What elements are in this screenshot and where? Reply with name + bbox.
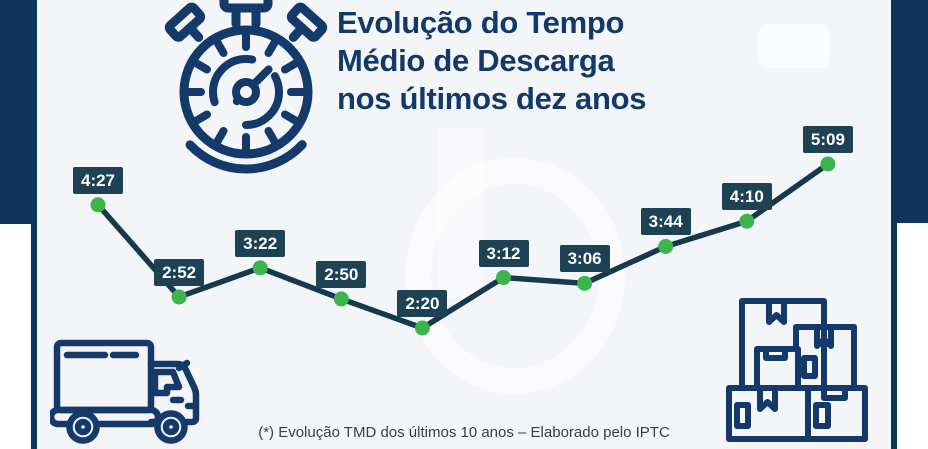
page-title-line-3: nos últimos dez anos <box>337 81 647 116</box>
data-point-marker <box>90 197 106 213</box>
watermark-patch <box>758 24 830 68</box>
data-point-label: 2:52 <box>154 258 205 286</box>
footnote: (*) Evolução TMD dos últimos 10 anos – E… <box>258 424 670 441</box>
data-point-marker <box>658 238 674 254</box>
frame-left-margin <box>0 224 31 449</box>
data-point-label: 3:22 <box>235 229 286 257</box>
chart-line <box>95 161 831 331</box>
frame-right-line <box>891 0 897 449</box>
data-point-label: 3:06 <box>559 245 610 273</box>
page-title-line-2: Médio de Descarga <box>337 43 615 78</box>
data-point-label: 3:44 <box>640 208 691 236</box>
frame-left-bar <box>0 0 31 224</box>
data-point-marker <box>496 270 511 286</box>
data-point-label: 5:09 <box>802 126 853 153</box>
data-point-label: 4:27 <box>72 166 124 194</box>
data-point-marker <box>333 291 349 307</box>
data-point-label: 3:12 <box>478 239 529 267</box>
data-point-marker <box>252 260 268 276</box>
delivery-truck-icon <box>50 339 200 444</box>
stopwatch-icon <box>164 0 328 174</box>
data-point-marker <box>739 213 755 229</box>
data-point-marker <box>171 289 187 305</box>
data-point-label: 2:50 <box>316 260 367 288</box>
data-point-marker <box>414 320 430 336</box>
data-point-label: 2:20 <box>397 290 448 317</box>
cargo-boxes-icon <box>726 298 868 442</box>
watermark-band <box>438 128 484 298</box>
page-title-line-1: Evolução do Tempo <box>337 5 625 40</box>
frame-right-margin <box>897 223 928 449</box>
frame-left-line <box>31 0 37 449</box>
data-point-label: 4:10 <box>721 183 772 211</box>
page-title: Evolução do Tempo Médio de Descarga nos … <box>337 4 757 118</box>
data-point-marker <box>820 156 836 172</box>
data-point-marker <box>577 275 593 291</box>
frame-right-bar <box>897 0 928 223</box>
